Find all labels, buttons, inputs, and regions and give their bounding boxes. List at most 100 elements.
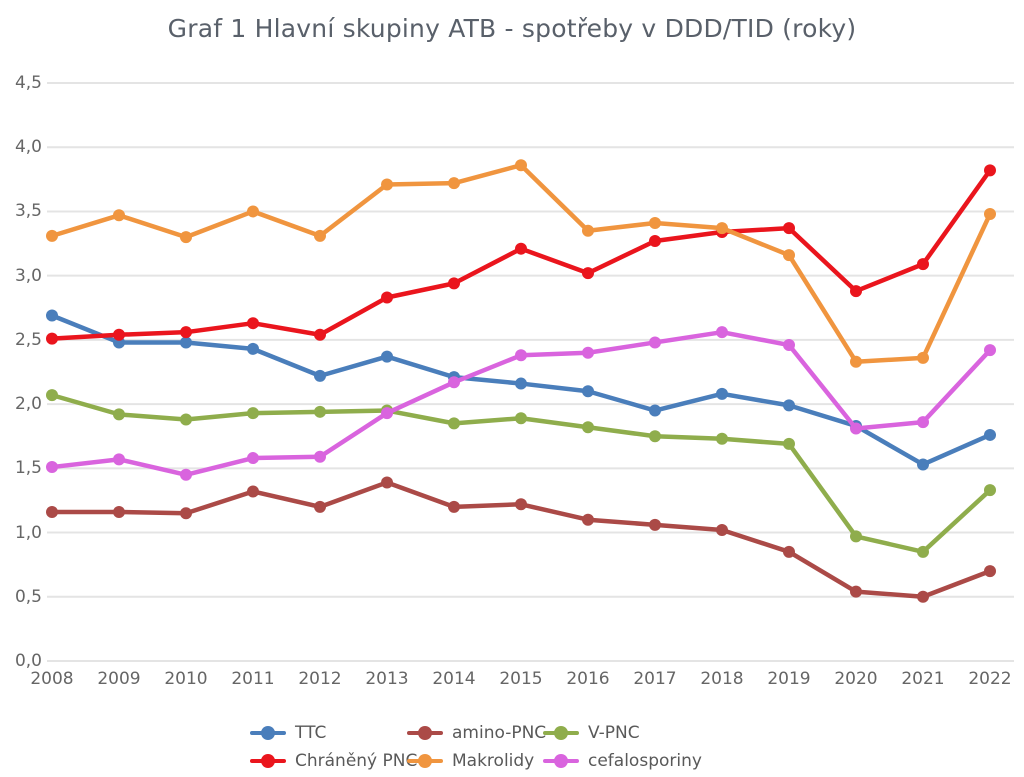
x-tick-label: 2016 [566,669,610,689]
data-point-chr-n-n-pnc-2008 [46,332,58,345]
x-tick-label: 2013 [365,669,409,689]
data-point-amino-pnc-2020 [850,585,862,598]
x-tick-label: 2008 [30,669,74,689]
data-point-v-pnc-2011 [247,407,259,420]
legend-marker-chraneny-pnc [250,750,286,772]
data-point-cefalosporiny-2017 [649,336,661,349]
y-tick-label: 4,5 [14,73,42,93]
data-point-amino-pnc-2010 [180,507,192,520]
x-tick-label: 2021 [901,669,945,689]
data-point-cefalosporiny-2019 [783,339,795,352]
legend-label-amino-pnc: amino-PNC [452,723,547,743]
data-point-ttc-2010 [180,336,192,349]
data-point-amino-pnc-2019 [783,545,795,558]
data-point-v-pnc-2009 [113,408,125,421]
legend-label-cefalosporiny: cefalosporiny [588,751,702,771]
x-tick-label: 2022 [968,669,1012,689]
data-point-cefalosporiny-2013 [381,407,393,420]
data-point-v-pnc-2022 [984,484,996,497]
data-point-chr-n-n-pnc-2014 [448,277,460,290]
data-point-ttc-2018 [716,387,728,400]
y-tick-label: 2,5 [14,329,42,350]
data-point-chr-n-n-pnc-2011 [247,317,259,330]
data-point-makrolidy-2009 [113,209,125,222]
x-tick-label: 2017 [633,669,677,689]
data-point-cefalosporiny-2008 [46,461,58,474]
data-point-ttc-2013 [381,350,393,363]
line-chart-plot-area [46,82,1014,662]
x-tick-label: 2012 [298,669,342,689]
data-point-v-pnc-2008 [46,389,58,402]
data-point-v-pnc-2015 [515,412,527,425]
legend-item-cefalosporiny: cefalosporiny [543,750,702,772]
data-point-makrolidy-2021 [917,351,929,364]
data-point-v-pnc-2018 [716,432,728,445]
series-cefalosporiny [46,326,996,481]
data-point-chr-n-n-pnc-2016 [582,267,594,280]
data-point-amino-pnc-2011 [247,485,259,498]
data-point-chr-n-n-pnc-2010 [180,326,192,339]
y-tick-label: 1,5 [14,458,42,479]
data-point-cefalosporiny-2015 [515,349,527,362]
data-point-chr-n-n-pnc-2017 [649,234,661,247]
y-tick-label: 3,0 [14,265,42,286]
legend-label-chraneny-pnc: Chráněný PNC [295,751,418,771]
data-point-ttc-2012 [314,369,326,382]
data-point-amino-pnc-2021 [917,590,929,603]
legend-marker-makrolidy [407,750,443,772]
legend-item-chraneny-pnc: Chráněný PNC [250,750,417,772]
data-point-v-pnc-2021 [917,545,929,558]
data-point-makrolidy-2020 [850,355,862,368]
legend-item-ttc: TTC [250,722,326,744]
data-point-cefalosporiny-2018 [716,326,728,339]
data-point-cefalosporiny-2010 [180,468,192,481]
x-tick-label: 2019 [767,669,811,689]
data-point-ttc-2015 [515,377,527,390]
data-point-cefalosporiny-2022 [984,344,996,357]
series-ttc [46,309,996,471]
data-point-amino-pnc-2015 [515,498,527,511]
x-tick-label: 2010 [164,669,208,689]
data-point-amino-pnc-2009 [113,506,125,519]
legend-marker-ttc [250,722,286,744]
x-tick-label: 2015 [499,669,543,689]
y-tick-label: 0,5 [14,586,42,607]
data-point-v-pnc-2017 [649,430,661,443]
data-point-makrolidy-2010 [180,231,192,244]
x-tick-label: 2011 [231,669,275,689]
y-tick-label: 3,5 [14,201,42,222]
data-point-ttc-2022 [984,428,996,441]
x-tick-label: 2009 [97,669,141,689]
data-point-amino-pnc-2022 [984,565,996,578]
series-chr-n-n-pnc [46,164,996,345]
data-point-amino-pnc-2014 [448,500,460,513]
data-point-cefalosporiny-2012 [314,450,326,463]
data-point-v-pnc-2010 [180,413,192,426]
data-point-makrolidy-2022 [984,208,996,221]
data-point-amino-pnc-2018 [716,523,728,536]
y-tick-label: 0,0 [14,651,42,671]
data-point-chr-n-n-pnc-2019 [783,222,795,235]
data-point-v-pnc-2020 [850,530,862,543]
data-point-amino-pnc-2016 [582,513,594,526]
legend-marker-v-pnc [543,722,579,744]
series-amino-pnc [46,476,996,603]
data-point-makrolidy-2019 [783,249,795,262]
x-tick-label: 2018 [700,669,744,689]
data-point-cefalosporiny-2020 [850,422,862,435]
y-tick-label: 4,0 [14,137,42,158]
data-point-cefalosporiny-2011 [247,452,259,465]
x-tick-label: 2020 [834,669,878,689]
data-point-amino-pnc-2017 [649,518,661,531]
data-point-chr-n-n-pnc-2015 [515,242,527,255]
data-point-makrolidy-2017 [649,217,661,230]
data-point-cefalosporiny-2014 [448,376,460,389]
y-tick-label: 2,0 [14,394,42,415]
data-point-amino-pnc-2012 [314,500,326,513]
chart-title: Graf 1 Hlavní skupiny ATB - spotřeby v D… [167,14,857,43]
data-point-makrolidy-2014 [448,177,460,190]
legend-marker-amino-pnc [407,722,443,744]
data-point-chr-n-n-pnc-2013 [381,291,393,304]
data-point-cefalosporiny-2021 [917,416,929,429]
